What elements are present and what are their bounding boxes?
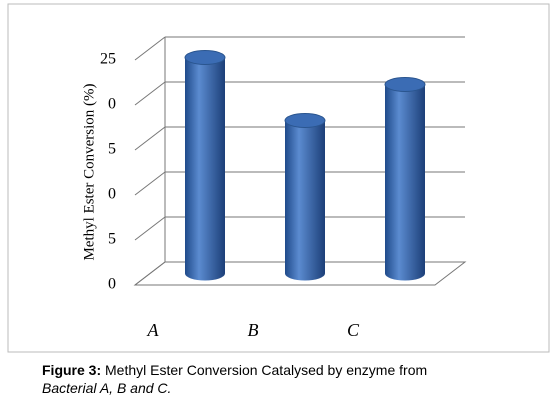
grid-side — [134, 126, 166, 151]
bar-top — [184, 50, 226, 65]
bar — [185, 57, 225, 274]
bar-top — [284, 113, 326, 128]
bar — [385, 84, 425, 274]
y-tick-label: 5 — [108, 141, 116, 158]
x-tick-label: B — [248, 320, 259, 340]
bar-group — [184, 50, 226, 281]
x-tick-label: A — [147, 320, 160, 340]
bar-group — [384, 77, 426, 281]
y-axis-label: Methyl Ester Conversion (%) — [81, 83, 97, 260]
y-tick-label: 0 — [108, 186, 116, 203]
x-tick-label: C — [347, 320, 360, 340]
caption-text: Methyl Ester Conversion Catalysed by enz… — [105, 362, 427, 378]
grid-side — [134, 81, 166, 106]
grid-side — [134, 171, 166, 196]
bar-group — [284, 113, 326, 281]
grid-side — [134, 216, 166, 241]
bar-bottom — [285, 266, 325, 281]
bar-bottom — [185, 266, 225, 281]
y-tick-label: 0 — [108, 276, 116, 293]
grid-side — [134, 36, 166, 61]
bar-bottom — [385, 266, 425, 281]
y-tick-label: 5 — [108, 231, 116, 248]
caption-label: Figure 3: — [42, 362, 101, 378]
caption-italic: Bacterial A, B and C. — [42, 380, 171, 396]
y-tick-label: 25 — [100, 51, 116, 68]
y-tick-label: 0 — [108, 96, 116, 113]
bar — [285, 120, 325, 274]
bar-top — [384, 77, 426, 92]
grid-side — [134, 261, 166, 286]
caption: Figure 3: Methyl Ester Conversion Cataly… — [42, 362, 431, 396]
chart-frame — [7, 3, 550, 353]
